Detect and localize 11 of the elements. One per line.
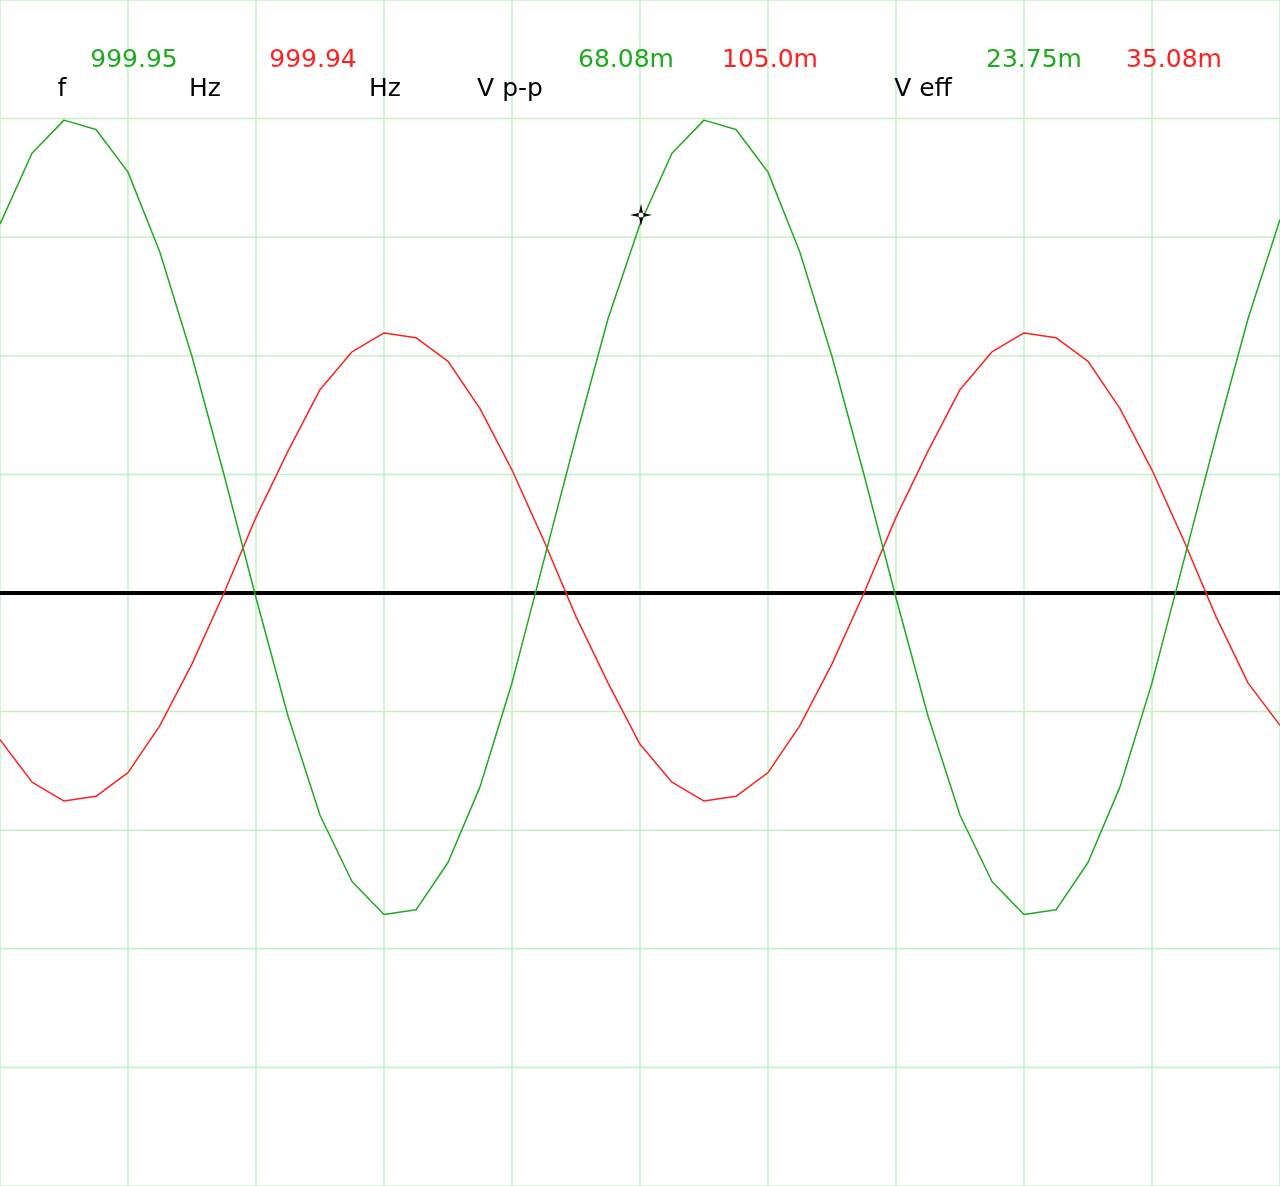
text: 35.08m bbox=[1126, 43, 1222, 73]
text: 68.08m bbox=[578, 43, 674, 73]
text: V eff bbox=[894, 72, 952, 102]
text: V p-p bbox=[477, 72, 543, 102]
text: 23.75m bbox=[986, 43, 1082, 73]
text: Hz bbox=[369, 72, 401, 102]
text: 999.94 bbox=[269, 43, 357, 73]
text: f bbox=[57, 72, 67, 102]
text: 105.0m bbox=[722, 43, 818, 73]
text: Hz bbox=[189, 72, 221, 102]
text: 999.95 bbox=[90, 43, 178, 73]
